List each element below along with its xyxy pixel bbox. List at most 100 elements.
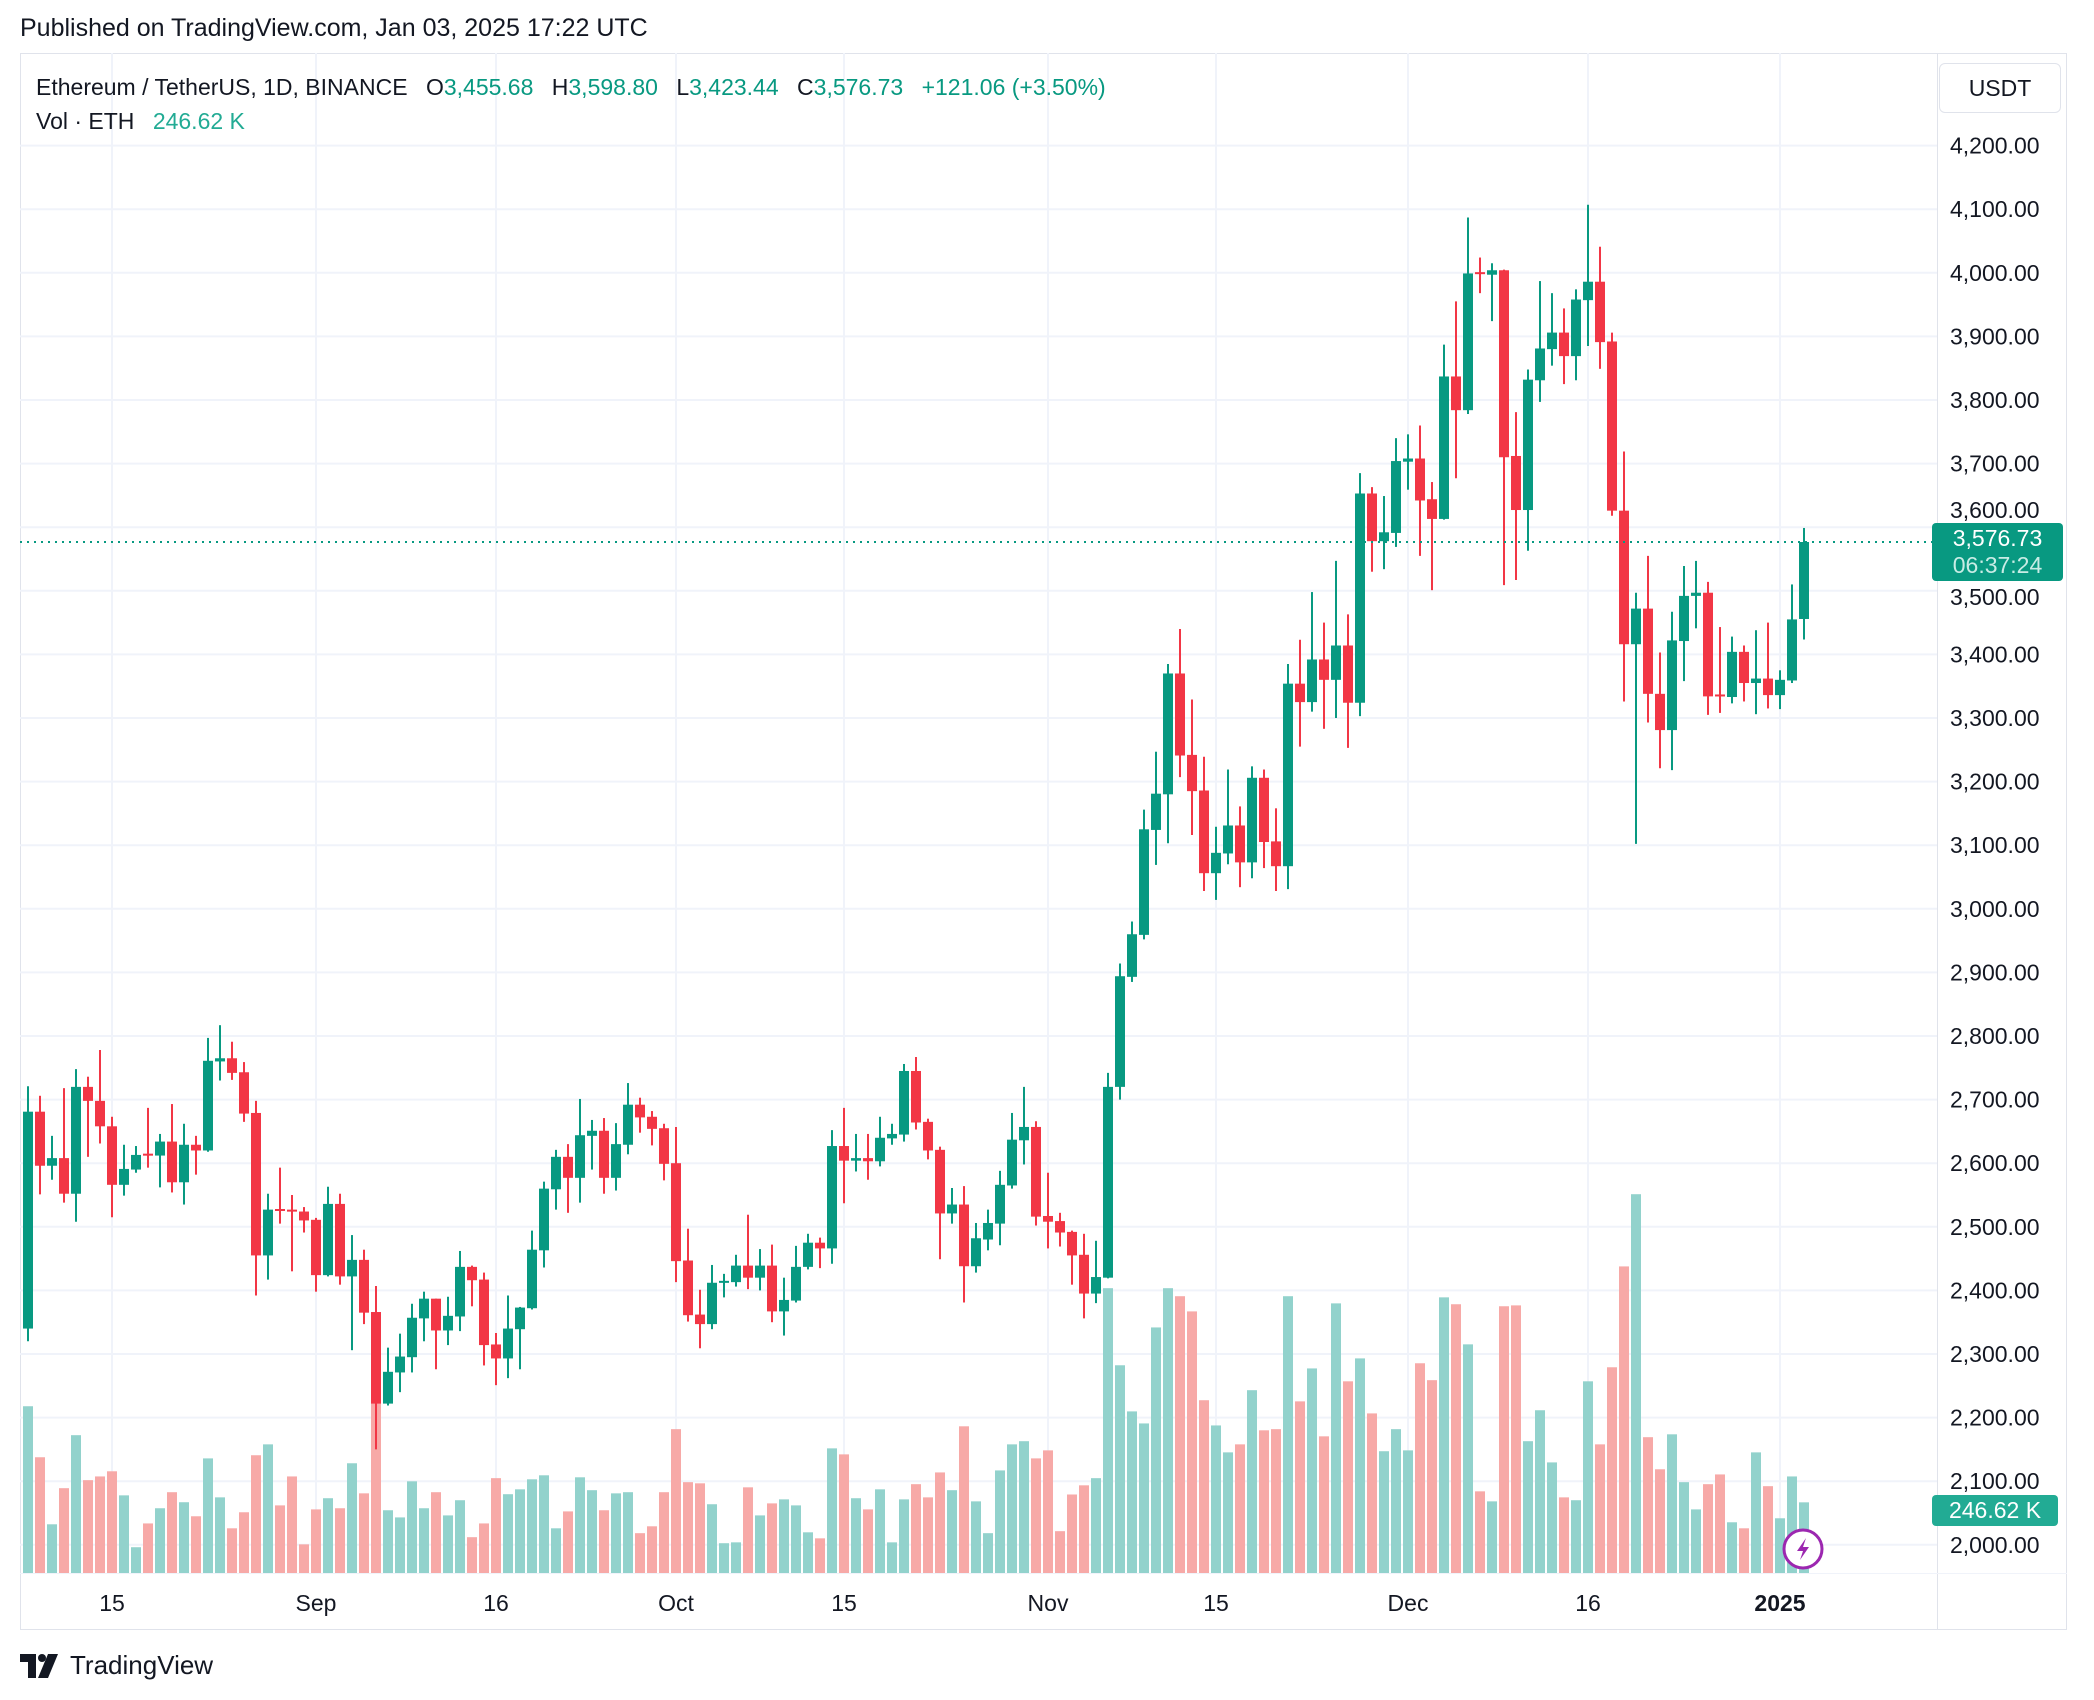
candle-body bbox=[1079, 1254, 1089, 1294]
high-value: 3,598.80 bbox=[568, 74, 658, 100]
volume-bar bbox=[647, 1526, 657, 1573]
volume-label[interactable]: Vol · ETH bbox=[36, 108, 135, 134]
tradingview-logo[interactable]: TradingView bbox=[20, 1650, 213, 1681]
candle bbox=[671, 1126, 681, 1283]
candle-body bbox=[587, 1130, 597, 1136]
volume-bar bbox=[983, 1533, 993, 1573]
volume-bar bbox=[671, 1429, 681, 1573]
volume-bar bbox=[1679, 1482, 1689, 1573]
volume-bar bbox=[59, 1488, 69, 1573]
volume-bar bbox=[1739, 1528, 1749, 1573]
candle-body bbox=[1571, 299, 1581, 357]
price-tick-label: 4,000.00 bbox=[1950, 260, 2040, 286]
candle-body bbox=[719, 1280, 729, 1283]
candle-body bbox=[1295, 683, 1305, 703]
candle-body bbox=[599, 1130, 609, 1178]
candle bbox=[1487, 263, 1497, 322]
change-value: +121.06 (+3.50%) bbox=[921, 74, 1106, 100]
volume-bar bbox=[803, 1532, 813, 1573]
candle bbox=[131, 1146, 141, 1173]
volume-bar bbox=[1715, 1474, 1725, 1573]
candlesticks bbox=[23, 204, 1809, 1450]
volume-bar bbox=[1151, 1327, 1161, 1573]
candle bbox=[719, 1273, 729, 1298]
candle bbox=[911, 1056, 921, 1130]
volume-bar bbox=[47, 1524, 57, 1573]
candle bbox=[287, 1195, 297, 1272]
candle bbox=[1367, 487, 1377, 572]
volume-bar bbox=[383, 1510, 393, 1573]
price-axis[interactable]: 4,200.00 4,100.00 4,000.00 3,900.00 3,800.00… bbox=[1950, 133, 2040, 1558]
candle bbox=[299, 1207, 309, 1233]
volume-bar bbox=[683, 1482, 693, 1573]
grid-lines bbox=[20, 53, 1937, 1573]
volume-bar bbox=[1475, 1491, 1485, 1573]
candle bbox=[443, 1296, 453, 1346]
time-tick-label: Oct bbox=[658, 1590, 694, 1616]
candle bbox=[815, 1237, 825, 1269]
volume-bar bbox=[1331, 1303, 1341, 1573]
price-tick-label: 3,500.00 bbox=[1950, 584, 2040, 610]
candle bbox=[1211, 826, 1221, 900]
candle bbox=[1439, 344, 1449, 520]
candle-body bbox=[347, 1259, 357, 1277]
candle bbox=[1451, 301, 1461, 479]
price-tick-label: 3,700.00 bbox=[1950, 451, 2040, 477]
candle bbox=[383, 1347, 393, 1406]
candle-body bbox=[563, 1156, 573, 1178]
lightning-icon[interactable] bbox=[1782, 1528, 1824, 1570]
candle bbox=[1379, 496, 1389, 570]
volume-bar bbox=[1283, 1296, 1293, 1573]
volume-bar bbox=[935, 1472, 945, 1573]
candle bbox=[311, 1217, 321, 1292]
time-axis[interactable]: 15 Sep 16 Oct 15 Nov 15 Dec 16 2025 bbox=[99, 1590, 1806, 1616]
candle-body bbox=[1535, 348, 1545, 381]
volume-bar bbox=[1439, 1297, 1449, 1573]
volume-bar bbox=[467, 1537, 477, 1573]
volume-bar bbox=[1703, 1484, 1713, 1573]
candle-body bbox=[623, 1104, 633, 1145]
open-value: 3,455.68 bbox=[443, 74, 534, 100]
candle bbox=[1523, 369, 1533, 551]
price-tick-label: 2,000.00 bbox=[1950, 1532, 2040, 1558]
time-tick-label: 16 bbox=[483, 1590, 509, 1616]
volume-bar bbox=[779, 1499, 789, 1573]
candle-body bbox=[479, 1279, 489, 1346]
candle-body bbox=[203, 1060, 213, 1151]
volume-bar bbox=[191, 1516, 201, 1573]
candle-body bbox=[1727, 651, 1737, 698]
volume-bar bbox=[947, 1490, 957, 1573]
candle-body bbox=[1475, 272, 1485, 275]
volume-bar bbox=[1403, 1450, 1413, 1573]
currency-button[interactable]: USDT bbox=[1939, 63, 2061, 113]
candle bbox=[971, 1222, 981, 1273]
candle bbox=[563, 1144, 573, 1213]
symbol-title[interactable]: Ethereum / TetherUS, 1D, BINANCE bbox=[36, 74, 408, 100]
volume-bar bbox=[167, 1492, 177, 1573]
volume-bar bbox=[1535, 1410, 1545, 1573]
candle bbox=[1463, 217, 1473, 414]
candle bbox=[1283, 663, 1293, 890]
volume-bar bbox=[347, 1463, 357, 1573]
candle bbox=[1655, 652, 1665, 769]
candle-body bbox=[803, 1242, 813, 1267]
volume-bar bbox=[707, 1504, 717, 1573]
volume-bar bbox=[1259, 1430, 1269, 1573]
candle-body bbox=[1307, 659, 1317, 703]
candle bbox=[47, 1135, 57, 1180]
candle bbox=[1595, 246, 1605, 369]
candle bbox=[1019, 1086, 1029, 1165]
candle-body bbox=[1235, 825, 1245, 863]
candle-body bbox=[1091, 1277, 1101, 1294]
volume-bar bbox=[1295, 1401, 1305, 1573]
candle bbox=[1403, 434, 1413, 490]
candle bbox=[755, 1249, 765, 1291]
volume-bar bbox=[1499, 1306, 1509, 1573]
volume-bar bbox=[1103, 1288, 1113, 1573]
price-tick-label: 3,900.00 bbox=[1950, 323, 2040, 349]
volume-bar bbox=[1787, 1476, 1797, 1573]
candle bbox=[923, 1118, 933, 1160]
volume-bar bbox=[923, 1497, 933, 1573]
volume-bar bbox=[1163, 1288, 1173, 1573]
